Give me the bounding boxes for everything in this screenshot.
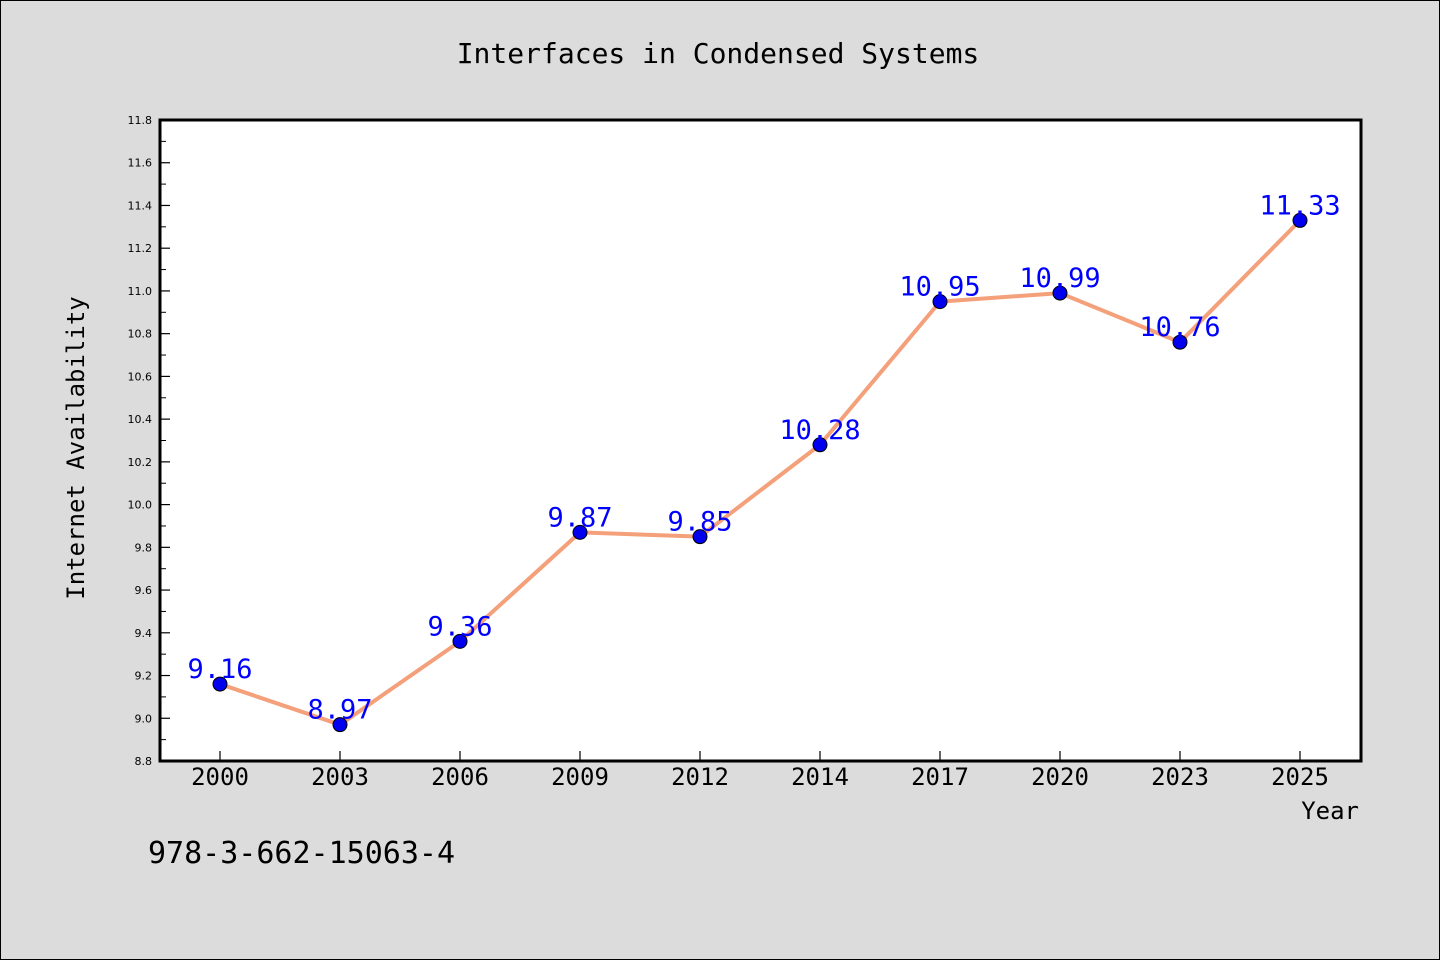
data-point	[332, 717, 348, 733]
data-label: 9.87	[547, 502, 612, 533]
data-label: 8.97	[307, 695, 372, 726]
data-label: 9.16	[187, 654, 252, 685]
x-tick-label: 2023	[1151, 763, 1209, 791]
data-label: 10.28	[779, 415, 860, 446]
x-tick-label: 2012	[671, 763, 729, 791]
data-point	[932, 294, 948, 310]
data-point	[572, 524, 588, 540]
plot-area	[160, 120, 1361, 761]
data-label: 9.85	[667, 507, 732, 538]
data-point	[1052, 285, 1068, 301]
data-label: 9.36	[427, 611, 492, 642]
data-label: 10.76	[1139, 312, 1220, 343]
y-tick-label: 9.8	[135, 541, 153, 554]
data-point	[692, 529, 708, 545]
y-tick-label: 11.0	[128, 285, 153, 298]
x-tick-label: 2006	[431, 763, 489, 791]
y-tick-label: 9.6	[135, 584, 153, 597]
series-line	[218, 218, 1302, 727]
data-label: 10.99	[1019, 263, 1100, 294]
x-tick-label: 2014	[791, 763, 849, 791]
chart-title: Interfaces in Condensed Systems	[457, 37, 980, 70]
y-tick-label: 11.2	[128, 242, 153, 255]
y-tick-label: 8.8	[135, 755, 153, 768]
y-tick-label: 10.4	[128, 413, 153, 426]
x-tick-label: 2017	[911, 763, 969, 791]
data-point	[1172, 334, 1188, 350]
x-tick-label: 2000	[191, 763, 249, 791]
x-tick-label: 2025	[1271, 763, 1329, 791]
data-point	[452, 633, 468, 649]
y-tick-label: 10.2	[128, 456, 153, 469]
data-labels: 9.16 8.97 9.36 9.87 9.85 10.28 10.95 10.99 10.76…	[187, 190, 1340, 725]
y-axis-label: Internet Availability	[62, 296, 90, 599]
data-point	[212, 676, 228, 692]
plot-border	[158, 118, 1363, 763]
y-tick-label: 9.2	[135, 670, 153, 683]
y-tick-label: 10.0	[128, 499, 153, 512]
x-tick-label: 2020	[1031, 763, 1089, 791]
x-tick-label: 2009	[551, 763, 609, 791]
y-tick-label: 9.4	[135, 627, 153, 640]
y-tick-label: 11.4	[128, 199, 153, 212]
data-point	[1292, 212, 1308, 228]
x-tick-label: 2003	[311, 763, 369, 791]
x-axis: 2000 2003 2006 2009 2012 2014 2017 2020 2023 2025	[191, 751, 1329, 791]
isbn-annotation: 978-3-662-15063-4	[148, 836, 455, 871]
y-tick-label: 10.8	[128, 328, 153, 341]
y-axis: 8.8 9.0 9.2 9.4 9.6 9.8 10.0 10.2 10.4 10.6 10.8 11…	[128, 114, 170, 768]
data-label: 10.95	[899, 272, 980, 303]
y-tick-label: 11.8	[128, 114, 153, 127]
y-tick-label: 9.0	[135, 712, 153, 725]
y-tick-label: 11.6	[128, 157, 153, 170]
data-series	[212, 212, 1308, 733]
data-label: 11.33	[1259, 190, 1340, 221]
x-axis-label: Year	[1301, 797, 1359, 825]
data-point	[812, 437, 828, 453]
y-tick-label: 10.6	[128, 370, 153, 383]
